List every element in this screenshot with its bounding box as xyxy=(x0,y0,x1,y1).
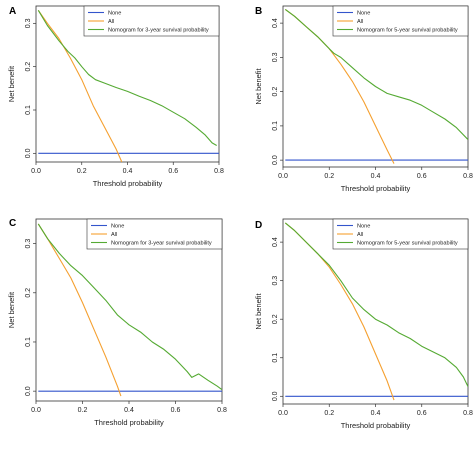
x-tick-label: 0.4 xyxy=(124,407,134,414)
y-tick-label: 0.0 xyxy=(25,148,32,158)
y-tick-label: 0.0 xyxy=(25,386,32,396)
y-tick-label: 0.1 xyxy=(25,337,32,347)
legend-label: All xyxy=(357,19,363,25)
x-tick-label: 0.0 xyxy=(278,410,288,417)
legend-label: Nomogram for 5-year survival probability xyxy=(357,241,458,247)
x-tick-label: 0.2 xyxy=(78,407,88,414)
legend-box xyxy=(332,5,469,37)
x-tick-label: 0.2 xyxy=(324,410,334,417)
x-tick-label: 0.8 xyxy=(217,407,227,414)
panel-letter-C: C xyxy=(9,218,16,229)
panel-letter-A: A xyxy=(9,6,16,17)
x-tick-label: 0.0 xyxy=(31,407,41,414)
legend-label: None xyxy=(111,224,124,230)
legend-box xyxy=(332,218,469,250)
legend-label: Nomogram for 3-year survival probability xyxy=(108,28,209,34)
y-tick-label: 0.3 xyxy=(272,276,279,286)
legend-label: None xyxy=(357,11,370,17)
x-tick-label: 0.0 xyxy=(31,168,41,175)
y-tick-label: 0.0 xyxy=(272,391,279,401)
y-axis-title: Net benefit xyxy=(7,65,16,102)
y-tick-label: 0.3 xyxy=(25,18,32,28)
x-tick-label: 0.2 xyxy=(324,173,334,180)
y-axis-title: Net benefit xyxy=(254,67,263,104)
x-tick-label: 0.8 xyxy=(214,168,224,175)
x-tick-label: 0.4 xyxy=(371,173,381,180)
x-axis-title: Threshold probability xyxy=(93,179,163,188)
y-tick-label: 0.0 xyxy=(272,155,279,165)
y-tick-label: 0.3 xyxy=(25,239,32,249)
x-tick-label: 0.8 xyxy=(463,173,473,180)
legend-box xyxy=(86,218,223,250)
series-line-nomogram-for-3-year-survival-probability xyxy=(37,223,222,391)
series-line-all xyxy=(284,222,395,401)
x-tick-label: 0.4 xyxy=(123,168,133,175)
y-tick-label: 0.4 xyxy=(272,237,279,247)
x-tick-label: 0.8 xyxy=(463,410,473,417)
legend-label: Nomogram for 5-year survival probability xyxy=(357,28,458,34)
y-tick-label: 0.2 xyxy=(25,288,32,298)
series-line-nomogram-for-3-year-survival-probability xyxy=(37,10,217,146)
legend-label: All xyxy=(357,232,363,238)
x-tick-label: 0.6 xyxy=(417,173,427,180)
y-tick-label: 0.2 xyxy=(272,87,279,97)
panel-letter-B: B xyxy=(255,6,262,17)
legend-label: None xyxy=(108,11,121,17)
y-tick-label: 0.1 xyxy=(272,353,279,363)
legend-label: All xyxy=(111,232,117,238)
x-axis-title: Threshold probability xyxy=(341,421,411,430)
x-tick-label: 0.6 xyxy=(417,410,427,417)
legend-box xyxy=(83,5,220,37)
y-tick-label: 0.4 xyxy=(272,18,279,28)
y-axis-title: Net benefit xyxy=(254,292,263,329)
y-tick-label: 0.3 xyxy=(272,52,279,62)
panel-A: A 0.0 0.1 0.2 0.3 0.0 0.2 0.4 0.6 0.8 Threshold pr… xyxy=(7,5,224,188)
series-line-nomogram-for-5-year-survival-probability xyxy=(284,222,468,387)
x-tick-label: 0.6 xyxy=(168,168,178,175)
x-tick-label: 0.6 xyxy=(171,407,181,414)
legend-label: Nomogram for 3-year survival probability xyxy=(111,241,212,247)
x-tick-label: 0.4 xyxy=(371,410,381,417)
series-line-nomogram-for-5-year-survival-probability xyxy=(284,8,468,140)
y-tick-label: 0.1 xyxy=(25,105,32,115)
panel-letter-D: D xyxy=(255,220,262,231)
series-line-all xyxy=(37,9,123,162)
x-tick-label: 0.2 xyxy=(77,168,87,175)
panel-C: C 0.0 0.1 0.2 0.3 0.0 0.2 0.4 0.6 0.8 Threshold pr… xyxy=(7,218,227,427)
series-line-all xyxy=(37,223,122,397)
y-tick-label: 0.2 xyxy=(272,314,279,324)
panel-D: D 0.0 0.1 0.2 0.3 0.4 0.0 0.2 0.4 0.6 0.8 Threshold… xyxy=(254,218,473,430)
x-axis-title: Threshold probability xyxy=(341,184,411,193)
legend-label: All xyxy=(108,19,114,25)
y-tick-label: 0.1 xyxy=(272,121,279,131)
x-tick-label: 0.0 xyxy=(278,173,288,180)
y-axis-title: Net benefit xyxy=(7,291,16,328)
legend-label: None xyxy=(357,224,370,230)
x-axis-title: Threshold probability xyxy=(94,418,164,427)
panel-B: B 0.0 0.1 0.2 0.3 0.4 0.0 0.2 0.4 0.6 0.8 Threshold… xyxy=(254,5,473,193)
y-tick-label: 0.2 xyxy=(25,62,32,72)
